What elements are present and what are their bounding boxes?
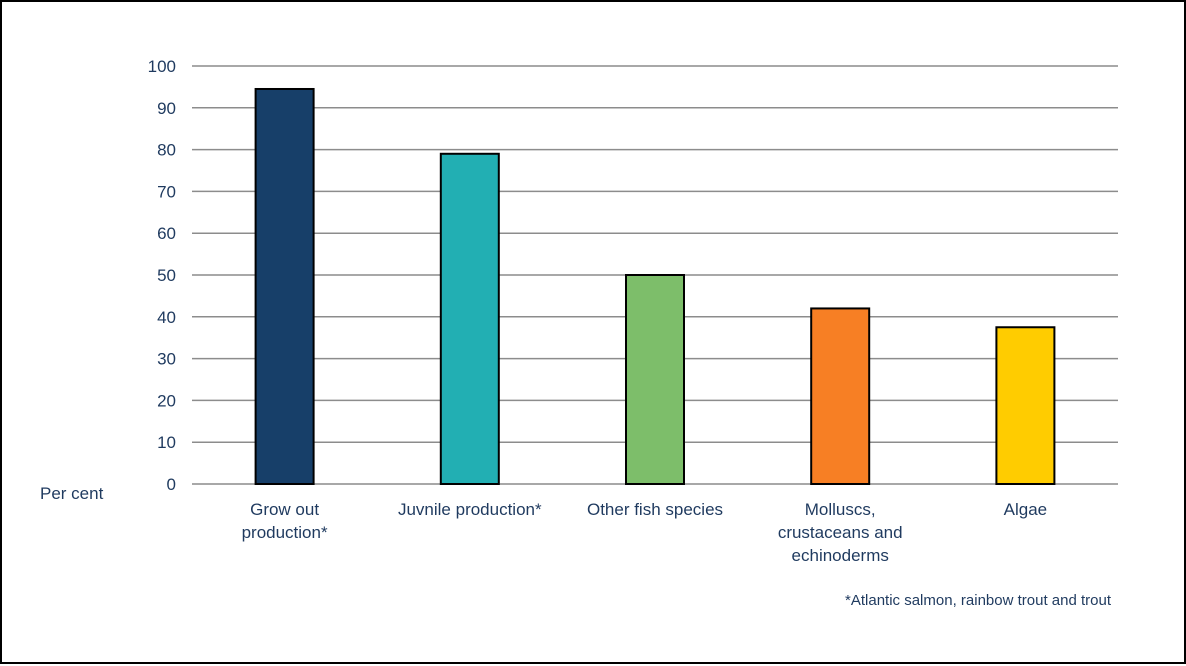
y-tick-label: 70	[157, 182, 176, 201]
x-axis-categories: Grow out production* Juvnile production* Ot…	[242, 500, 1048, 565]
x-category-label: Other fish species	[587, 500, 723, 519]
y-tick-label: 10	[157, 433, 176, 452]
bar-2	[625, 274, 685, 485]
y-tick-label: 30	[157, 350, 176, 369]
y-axis-ticks: 0 10 20 30 40 50 60 70 80 90 100	[148, 57, 176, 494]
x-category-label: Molluscs, crustaceans and echinoderms	[778, 500, 903, 565]
y-tick-label: 60	[157, 224, 176, 243]
y-axis-label: Per cent	[40, 484, 104, 503]
bar-1	[439, 152, 500, 485]
y-tick-label: 50	[157, 266, 176, 285]
bar-4	[995, 326, 1056, 485]
y-tick-label: 80	[157, 141, 176, 160]
y-tick-label: 40	[157, 308, 176, 327]
bar-0	[254, 87, 315, 486]
y-tick-label: 100	[148, 57, 176, 76]
y-tick-label: 90	[157, 99, 176, 118]
footnote: *Atlantic salmon, rainbow trout and trou…	[845, 592, 1112, 609]
y-tick-label: 20	[157, 391, 176, 410]
bars	[254, 87, 1056, 486]
x-category-label: Juvnile production*	[398, 500, 542, 519]
y-tick-label: 0	[167, 475, 176, 494]
x-category-label: Grow out production*	[242, 500, 328, 542]
bar-3	[810, 307, 871, 485]
x-category-label: Algae	[1004, 500, 1047, 519]
